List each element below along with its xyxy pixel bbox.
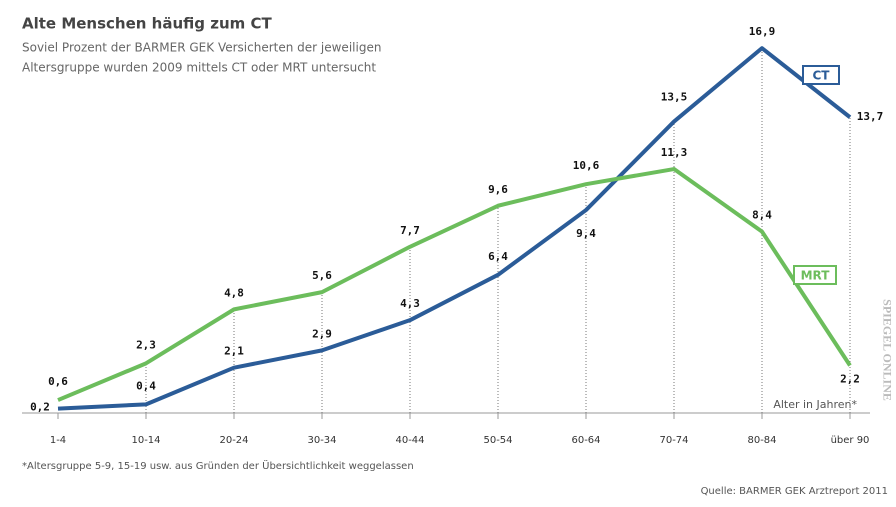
series-line xyxy=(57,167,852,402)
data-label: 2,3 xyxy=(136,338,156,351)
legend-box xyxy=(802,65,840,85)
data-label: 11,3 xyxy=(661,146,688,159)
legend-box xyxy=(793,265,837,285)
x-tick-label: 10-14 xyxy=(131,435,160,446)
x-tick-label: 70-74 xyxy=(659,435,688,446)
data-label: 0,4 xyxy=(136,379,156,392)
data-label: 13,7 xyxy=(857,110,884,123)
subtitle: Soviel Prozent der BARMER GEK Versichert… xyxy=(22,41,381,55)
data-label: 9,6 xyxy=(488,183,508,196)
data-label: 2,9 xyxy=(312,327,332,340)
x-tick-label: 80-84 xyxy=(747,435,776,446)
chart-title: Alte Menschen häufig zum CT xyxy=(22,15,272,33)
data-label: 7,7 xyxy=(400,224,420,237)
legend-label: MRT xyxy=(801,269,831,283)
x-tick-label: 60-64 xyxy=(571,435,600,446)
source: Quelle: BARMER GEK Arztreport 2011 xyxy=(701,486,888,497)
x-tick-label: 40-44 xyxy=(395,435,424,446)
footnote: *Altersgruppe 5-9, 15-19 usw. aus Gründe… xyxy=(22,459,414,472)
x-tick-label: 50-54 xyxy=(483,435,512,446)
data-label: 9,4 xyxy=(576,227,596,240)
data-label: 2,1 xyxy=(224,345,244,358)
data-label: 13,5 xyxy=(661,91,688,104)
data-label: 2,2 xyxy=(840,373,860,386)
x-tick-label: 30-34 xyxy=(307,435,336,446)
data-label: 4,3 xyxy=(400,297,420,310)
data-label: 16,9 xyxy=(749,25,776,38)
data-label: 10,6 xyxy=(573,159,600,172)
axis-label: Alter in Jahren* xyxy=(773,398,857,411)
data-label: 4,8 xyxy=(224,286,244,299)
x-tick-label: über 90 xyxy=(831,435,870,446)
data-label: 0,2 xyxy=(30,401,50,414)
x-tick-label: 20-24 xyxy=(219,435,248,446)
data-label: 5,6 xyxy=(312,269,332,282)
legend-label: CT xyxy=(813,69,831,83)
watermark: SPIEGEL ONLINE xyxy=(880,299,894,401)
data-label: 6,4 xyxy=(488,250,508,263)
data-label: 0,6 xyxy=(48,375,68,388)
x-tick-label: 1-4 xyxy=(50,435,66,446)
data-label: 8,4 xyxy=(752,209,772,222)
subtitle: Altersgruppe wurden 2009 mittels CT oder… xyxy=(22,61,376,75)
series-line xyxy=(57,46,852,411)
